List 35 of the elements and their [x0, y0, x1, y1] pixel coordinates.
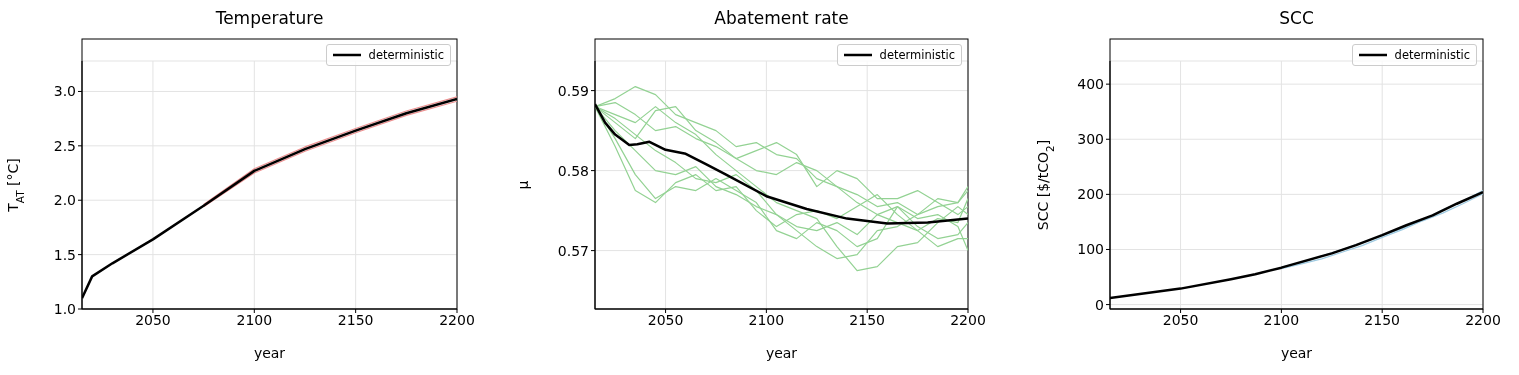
chart-title: SCC: [1278, 8, 1315, 28]
y-axis-title: μ: [515, 180, 531, 190]
y-tick-label: 2.5: [53, 137, 76, 154]
y-tick-label: 3.0: [53, 83, 76, 100]
y-tick-label: 1.0: [53, 300, 76, 317]
y-tick-label: 300: [1077, 131, 1104, 148]
legend-label: deterministic: [1394, 48, 1470, 62]
y-tick-label: 100: [1077, 241, 1104, 258]
y-tick-label: 2.0: [53, 192, 76, 209]
y-tick-label: 0.59: [557, 82, 589, 99]
x-tick-label: 2150: [1364, 311, 1401, 328]
x-tick-label: 2100: [236, 311, 273, 328]
y-tick-label: 400: [1077, 76, 1104, 93]
y-tick-label: 1.5: [53, 246, 76, 263]
x-tick-label: 2150: [849, 311, 886, 328]
chart-title: Temperature: [214, 8, 325, 28]
y-tick-label: 200: [1077, 186, 1104, 203]
x-tick-label: 2200: [950, 311, 986, 328]
x-tick-label: 2100: [748, 311, 785, 328]
x-tick-label: 2050: [1162, 311, 1199, 328]
legend-label: deterministic: [368, 48, 444, 62]
x-tick-label: 2100: [1263, 311, 1300, 328]
x-tick-label: 2050: [135, 311, 171, 328]
x-tick-label: 2200: [1465, 311, 1501, 328]
x-axis-title: year: [253, 345, 286, 361]
x-tick-label: 2150: [337, 311, 374, 328]
chart-title: Abatement rate: [713, 8, 850, 28]
x-tick-label: 2050: [647, 311, 684, 328]
legend-label: deterministic: [879, 48, 955, 62]
x-axis-title: year: [1280, 345, 1313, 361]
y-tick-label: 0: [1095, 296, 1104, 313]
x-axis-title: year: [765, 345, 798, 361]
y-tick-label: 0.58: [557, 162, 589, 179]
y-tick-label: 0.57: [557, 242, 589, 259]
x-tick-label: 2200: [439, 311, 475, 328]
